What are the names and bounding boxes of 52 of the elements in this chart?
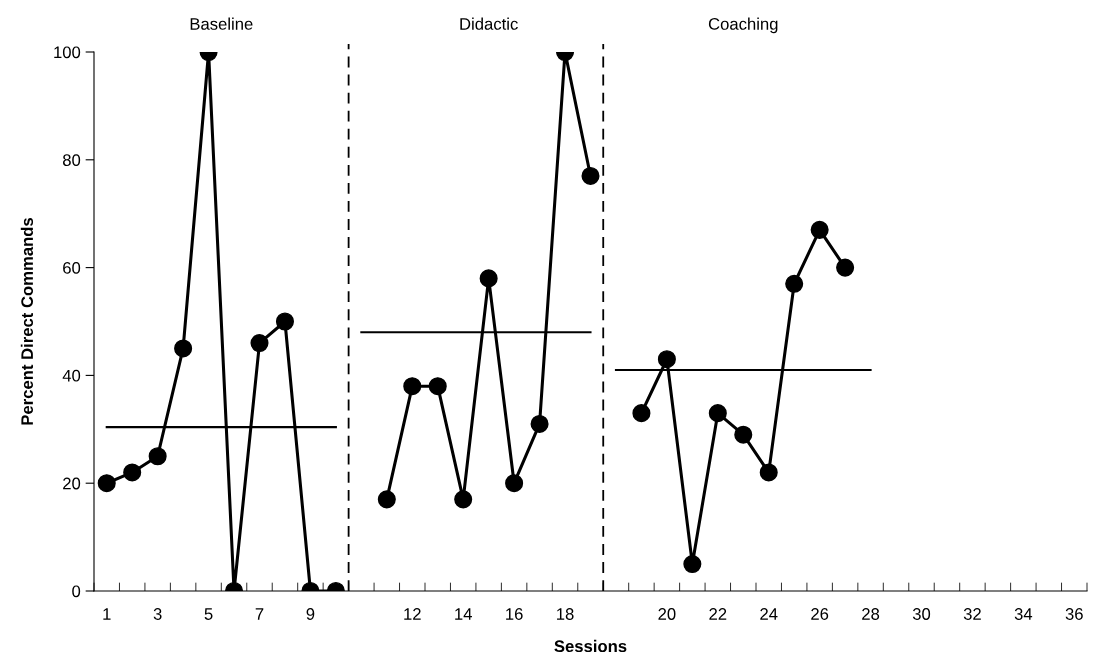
point [454, 490, 473, 509]
point [708, 404, 727, 423]
point [581, 166, 600, 185]
point [836, 258, 855, 277]
y-tick-label: 40 [62, 369, 81, 382]
point [683, 555, 702, 574]
x-tick-label: 14 [455, 608, 472, 620]
point [810, 220, 829, 239]
point [657, 350, 676, 369]
y-tick-label: 80 [62, 154, 81, 166]
text: Didactic [460, 17, 518, 30]
x-tick-label: 1 [103, 608, 111, 620]
point [174, 339, 193, 358]
x-tick-label: 26 [811, 608, 829, 620]
point [785, 274, 804, 293]
x-tick-label: 24 [760, 608, 778, 620]
point [148, 447, 167, 466]
point [275, 312, 294, 331]
x-tick-label: 9 [306, 608, 315, 620]
text: Baseline [190, 17, 253, 30]
point [428, 377, 447, 396]
x-tick-label: 7 [255, 608, 264, 620]
y-tick-label: 0 [72, 585, 81, 598]
point [505, 474, 524, 493]
point [123, 463, 142, 482]
point [479, 269, 498, 288]
x-tick-label: 5 [204, 608, 213, 620]
x-tick-label: 30 [912, 608, 931, 620]
point [403, 377, 422, 396]
y-tick-label: 100 [54, 46, 81, 59]
point [632, 404, 651, 423]
x-tick-label: 12 [404, 608, 421, 620]
x-tick-label: 22 [709, 608, 727, 620]
x-tick-label: 28 [862, 608, 880, 620]
x-tick-label: 34 [1014, 608, 1033, 620]
x-tick-label: 3 [153, 608, 162, 620]
x-tick-label: 32 [963, 608, 981, 620]
x-tick-label: 18 [557, 608, 574, 620]
point [759, 463, 778, 482]
point [530, 414, 549, 433]
point [97, 474, 116, 493]
y-tick-label: 60 [63, 262, 81, 274]
x-tick-label: 16 [506, 608, 523, 620]
text: Coaching [708, 17, 778, 34]
point [377, 490, 396, 509]
x-tick-label: 36 [1065, 608, 1083, 620]
x-axis-title: Sessions [554, 639, 627, 653]
y-axis-title: Percent Direct Commands [20, 217, 34, 425]
point [734, 425, 753, 444]
point [250, 334, 269, 353]
y-tick-label: 20 [63, 477, 81, 490]
x-tick-label: 20 [658, 608, 676, 620]
